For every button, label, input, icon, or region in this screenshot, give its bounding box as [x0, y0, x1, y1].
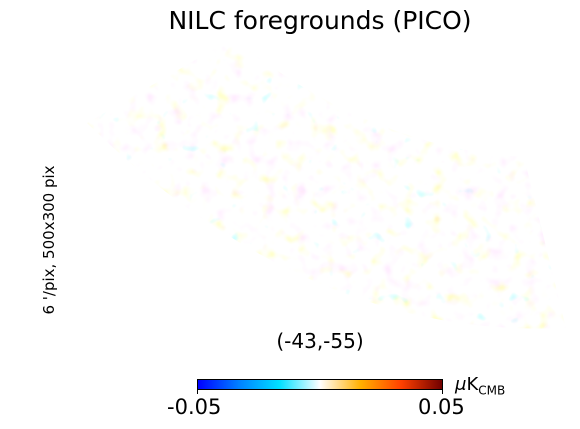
colorbar-tick-max: [442, 390, 443, 394]
unit-main: K: [466, 374, 479, 395]
colorbar-tick-min: [197, 390, 198, 394]
colorbar-max-label: 0.05: [418, 395, 465, 419]
colorbar-min-label: -0.05: [167, 395, 222, 419]
plot-title: NILC foregrounds (PICO): [168, 6, 472, 35]
map-wedge: [87, 38, 566, 329]
colorbar: [197, 379, 443, 390]
center-coordinates: (-43,-55): [276, 329, 364, 353]
unit-prefix: μ: [455, 374, 467, 395]
colorbar-unit: μKCMB: [455, 373, 505, 403]
unit-sub: CMB: [478, 383, 506, 398]
